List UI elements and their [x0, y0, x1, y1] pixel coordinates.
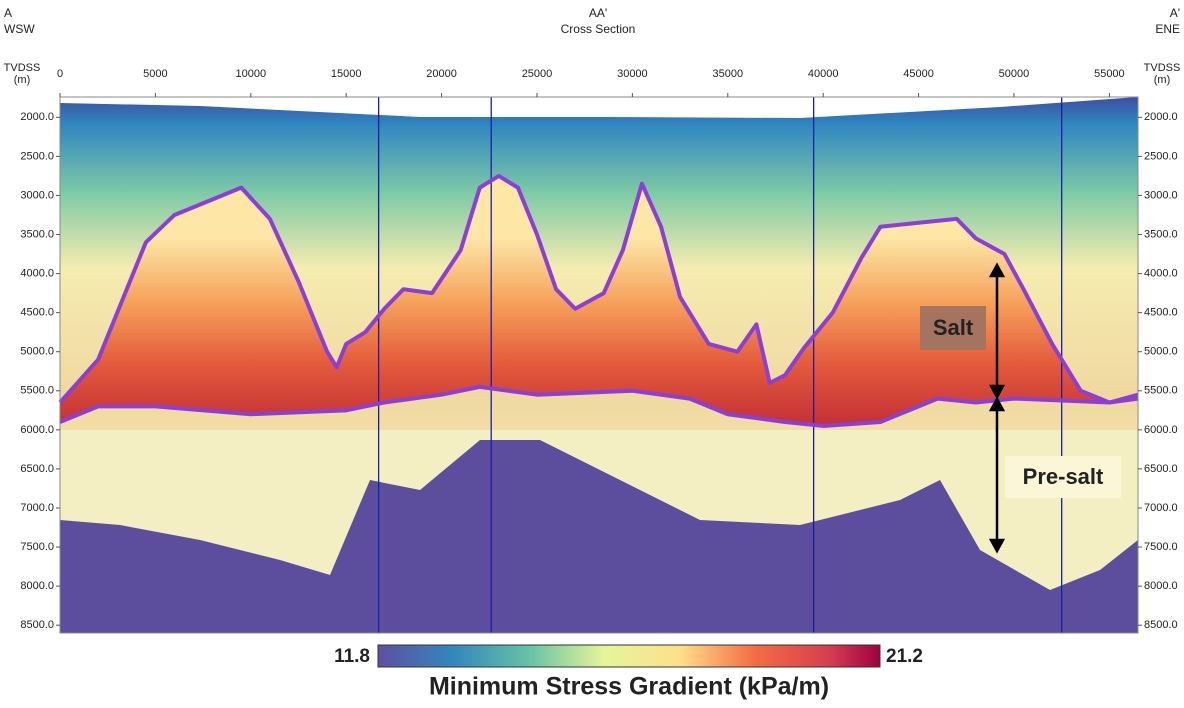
y-axis-label: (m): [14, 74, 31, 86]
horizon-line: [58, 173, 1139, 405]
x-tick-label: 30000: [617, 68, 648, 80]
y-tick-label: 8000.0: [1144, 580, 1178, 592]
x-tick-label: 45000: [903, 68, 934, 80]
colorbar: [377, 644, 881, 668]
y-axis-label: TVDSS: [4, 62, 41, 74]
y-tick-label: 4500.0: [1144, 307, 1178, 319]
x-tick-label: 20000: [426, 68, 457, 80]
y-tick-label: 3500.0: [1144, 228, 1178, 240]
x-tick-label: 50000: [999, 68, 1030, 80]
header-left: WSW: [4, 22, 35, 36]
y-tick-label: 7000.0: [20, 502, 54, 514]
x-tick-label: 10000: [235, 68, 266, 80]
y-tick-label: 5000.0: [1144, 346, 1178, 358]
x-tick-label: 0: [57, 68, 63, 80]
y-tick-label: 7500.0: [1144, 541, 1178, 553]
salt-label-box: [920, 306, 986, 350]
y-tick-label: 8000.0: [20, 580, 54, 592]
y-tick-label: 8500.0: [20, 619, 54, 631]
y-tick-label: 3500.0: [20, 228, 54, 240]
y-tick-label: 5500.0: [20, 385, 54, 397]
header-right: A': [1170, 6, 1180, 20]
thickness-arrows: [988, 262, 1006, 554]
horizon-line: [59, 384, 1139, 428]
colorbar-label: Minimum Stress Gradient (kPa/m): [429, 673, 829, 701]
annotation: Pre-salt: [1023, 464, 1104, 489]
salt-fill: [60, 175, 1138, 426]
y-tick-label: 2000.0: [20, 111, 54, 123]
annotation: Salt: [933, 315, 974, 340]
x-tick-label: 15000: [331, 68, 362, 80]
x-tick-label: 55000: [1094, 68, 1125, 80]
basement-fill: [60, 440, 1138, 633]
header-left: A: [4, 6, 12, 20]
y-axis-label: TVDSS: [1144, 62, 1181, 74]
y-tick-label: 7000.0: [1144, 502, 1178, 514]
y-tick-label: 2500.0: [20, 150, 54, 162]
y-axis-label: (m): [1154, 74, 1171, 86]
y-tick-label: 2500.0: [1144, 150, 1178, 162]
header-center: Cross Section: [561, 22, 636, 36]
x-tick-label: 35000: [712, 68, 743, 80]
y-tick-label: 4000.0: [20, 267, 54, 279]
y-tick-label: 4500.0: [20, 307, 54, 319]
y-tick-label: 3000.0: [1144, 189, 1178, 201]
y-tick-label: 7500.0: [20, 541, 54, 553]
plot-frame: [59, 96, 1139, 634]
y-tick-label: 2000.0: [1144, 111, 1178, 123]
y-tick-label: 5500.0: [1144, 385, 1178, 397]
colorbar-max: 21.2: [886, 646, 923, 667]
y-tick-label: 6500.0: [20, 463, 54, 475]
y-tick-label: 6000.0: [1144, 424, 1178, 436]
y-tick-label: 3000.0: [20, 189, 54, 201]
x-tick-label: 5000: [143, 68, 167, 80]
header-center: AA': [589, 6, 607, 20]
x-tick-label: 40000: [808, 68, 839, 80]
y-tick-label: 4000.0: [1144, 267, 1178, 279]
y-tick-label: 6500.0: [1144, 463, 1178, 475]
colorbar-min: 11.8: [334, 646, 370, 667]
y-tick-label: 8500.0: [1144, 619, 1178, 631]
header-right: ENE: [1155, 22, 1180, 36]
water-column: [60, 97, 1138, 118]
x-tick-label: 25000: [522, 68, 553, 80]
pre-salt-label-box: [1005, 456, 1121, 498]
y-tick-label: 6000.0: [20, 424, 54, 436]
y-tick-label: 5000.0: [20, 346, 54, 358]
